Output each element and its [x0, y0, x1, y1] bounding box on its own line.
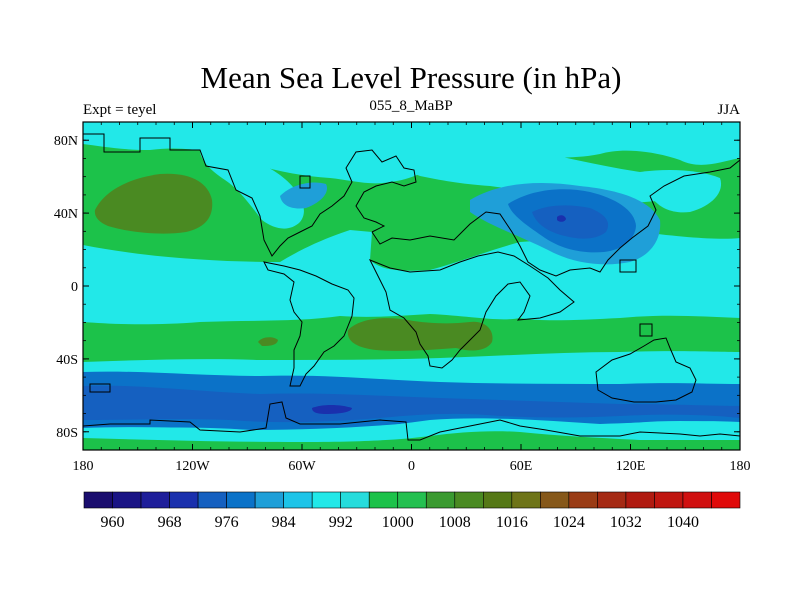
colorbar-label: 1008: [439, 514, 471, 531]
lat-tick-label: 0: [71, 280, 78, 295]
colorbar-swatch: [597, 491, 627, 509]
experiment-label: Expt = teyel: [83, 102, 156, 118]
colorbar-label: 960: [101, 514, 125, 531]
colorbar-swatch: [625, 491, 655, 509]
lon-tick-label: 0: [408, 459, 415, 474]
colorbar-swatch: [112, 491, 142, 509]
colorbar-swatch: [682, 491, 712, 509]
east-asia-cyan-region: [640, 170, 722, 213]
colorbar-swatch: [425, 491, 456, 509]
antarctic-interior: [83, 431, 740, 450]
lon-tick-label: 60W: [288, 459, 316, 474]
map-plot-area: [83, 122, 740, 450]
coastline-australia: [595, 337, 697, 403]
colorbar-swatch: [140, 491, 170, 509]
colorbar-swatch: [454, 491, 484, 509]
lon-tick-label: 120E: [616, 459, 646, 474]
coastline-north-america: [83, 133, 417, 257]
colorbar-swatch: [368, 491, 399, 509]
lat-tick-label: 40S: [56, 353, 78, 368]
colorbar-swatch: [311, 491, 341, 509]
colorbar-swatch: [197, 491, 227, 509]
colorbar-label: 992: [329, 514, 353, 531]
lat-tick-label: 80S: [56, 426, 78, 441]
colorbar-swatch: [711, 491, 741, 509]
colorbar-swatch: [340, 491, 370, 509]
coastline-antarctica: [83, 401, 740, 441]
colorbar-label: 1024: [553, 514, 585, 531]
southern-ocean-core: [83, 385, 740, 423]
lat-tick-label: 40N: [54, 207, 78, 222]
colorbar-label: 1040: [667, 514, 699, 531]
colorbar-swatch: [83, 491, 113, 509]
colorbar-label: 1016: [496, 514, 528, 531]
atlantic-cyan-tongue: [290, 273, 353, 304]
colorbar-label: 968: [158, 514, 182, 531]
colorbar-swatch: [568, 491, 598, 509]
colorbar-label: 984: [272, 514, 296, 531]
coastline-islands: [89, 175, 653, 393]
lon-tick-label: 120W: [175, 459, 210, 474]
lon-tick-label: 180: [73, 459, 94, 474]
coastline-south-america: [263, 261, 355, 387]
colorbar-swatch: [397, 491, 427, 509]
southern-ocean-deep-low: [312, 405, 352, 414]
colorbar-swatch: [283, 491, 313, 509]
south-pacific-high: [258, 337, 278, 346]
north-pacific-high: [94, 173, 213, 234]
colorbar-swatch: [254, 491, 284, 509]
colorbar-swatch: [654, 491, 684, 509]
colorbar-swatch: [483, 491, 513, 509]
colorbar-label: 1032: [610, 514, 642, 531]
asian-monsoon-low-core: [532, 205, 609, 239]
map-axes: 80N 40N 0 40S 80S 180 120W 60W 0 60E 120E 180: [54, 121, 751, 474]
lat-tick-label: 80N: [54, 134, 78, 149]
north-america-blue-low: [280, 182, 328, 209]
coastline-africa-south: [368, 251, 575, 369]
asian-monsoon-low-center: [557, 215, 566, 222]
coastline-africa-eurasia: [371, 159, 740, 277]
colorbar-swatch: [169, 491, 199, 509]
colorbar-label: 1000: [382, 514, 414, 531]
lon-tick-label: 60E: [510, 459, 533, 474]
coastlines: [83, 133, 740, 441]
lon-tick-label: 180: [730, 459, 751, 474]
south-atlantic-high: [347, 318, 493, 351]
season-label: JJA: [717, 102, 740, 118]
colorbar: 960 968 976 984 992 1000 1008 1016 1024 1032 1040: [83, 491, 741, 531]
colorbar-swatch: [226, 491, 256, 509]
colorbar-swatch: [511, 491, 541, 509]
colorbar-label: 976: [215, 514, 239, 531]
period-label: 055_8_MaBP: [369, 98, 452, 114]
chart-title: Mean Sea Level Pressure (in hPa): [201, 60, 622, 95]
colorbar-swatch: [540, 491, 570, 509]
